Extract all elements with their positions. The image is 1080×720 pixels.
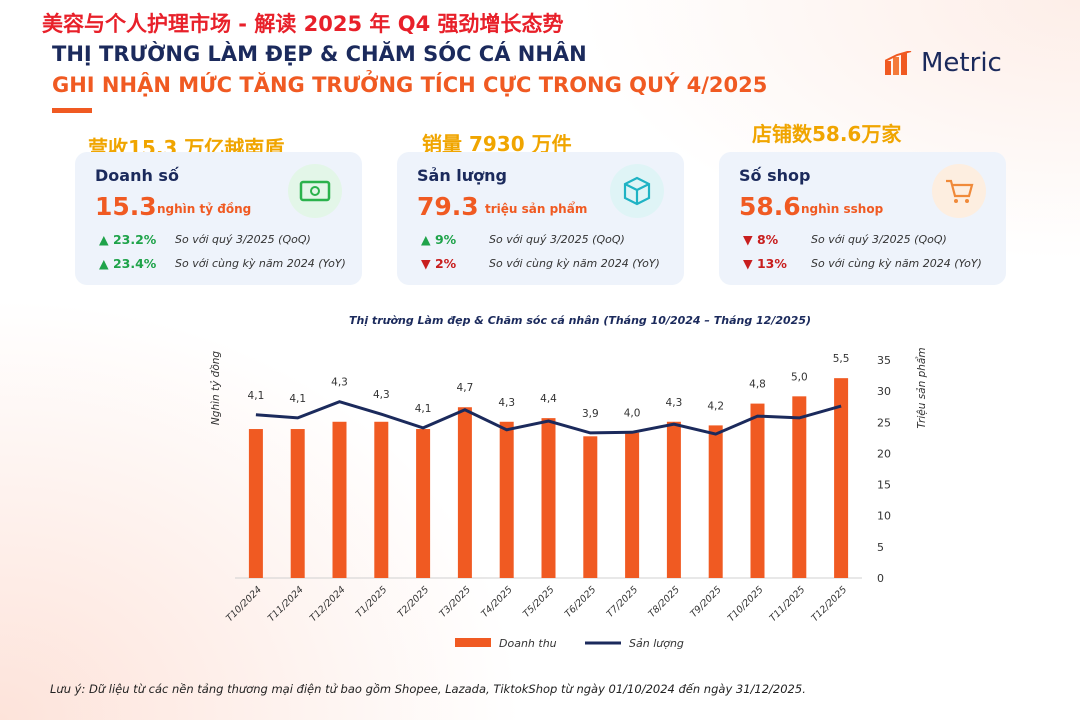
card-change: ▲ 9% (421, 232, 457, 247)
card-title: Số shop (739, 166, 811, 185)
y2-tick-label: 15 (877, 479, 891, 492)
bar (332, 421, 347, 578)
x-tick-label: T2/2025 (396, 584, 432, 620)
y2-axis-title: Triệu sản phẩm (915, 347, 928, 428)
card-change: ▲ 23.2% (99, 232, 157, 247)
kpi-card: Sản lượng 79.3 triệu sản phẩm ▲ 9% So vớ… (397, 152, 684, 285)
bar (541, 418, 556, 578)
card-change-text: So với cùng kỳ năm 2024 (YoY) (489, 257, 660, 270)
bar (416, 429, 431, 578)
data-label: 4,3 (666, 397, 683, 409)
data-label: 4,1 (248, 390, 265, 402)
card-unit: nghìn sshop (801, 202, 884, 216)
legend-swatch (455, 638, 491, 647)
x-tick-label: T8/2025 (647, 584, 683, 620)
bar (792, 396, 807, 578)
data-label: 4,3 (498, 397, 515, 409)
chinese-title: 美容与个人护理市场 - 解读 2025 年 Q4 强劲增长态势 (42, 12, 564, 36)
logo-text: Metric (921, 48, 1002, 78)
bar (457, 407, 472, 578)
y2-tick-label: 10 (877, 510, 891, 523)
y2-tick-label: 20 (877, 447, 891, 460)
card-value: 58.6 (739, 192, 801, 221)
y2-tick-label: 35 (877, 354, 891, 367)
card-change-text: So với cùng kỳ năm 2024 (YoY) (811, 257, 982, 270)
chart-title: Thị trường Làm đẹp & Chăm sóc cá nhân (T… (349, 314, 811, 327)
card-title: Doanh số (95, 166, 179, 185)
card-chinese-label: 店铺数58.6万家 (752, 122, 902, 146)
data-label: 4,0 (624, 407, 641, 419)
card-value: 79.3 (417, 192, 479, 221)
data-label: 4,3 (331, 377, 348, 389)
card-unit: nghìn tỷ đồng (157, 202, 252, 216)
logo-icon (885, 51, 912, 75)
data-label: 4,2 (707, 400, 724, 412)
legend-label: Sản lượng (629, 637, 684, 650)
bar (499, 421, 514, 578)
subtitle: GHI NHẬN MỨC TĂNG TRƯỞNG TÍCH CỰC TRONG … (52, 73, 768, 97)
x-tick-label: T1/2025 (354, 584, 390, 620)
chart: Thị trường Làm đẹp & Chăm sóc cá nhân (T… (210, 314, 928, 650)
x-tick-label: T12/2025 (809, 584, 849, 624)
data-label: 5,5 (833, 353, 850, 365)
x-tick-label: T11/2025 (768, 584, 808, 624)
y2-tick-label: 5 (877, 541, 884, 554)
x-tick-label: T12/2024 (308, 584, 348, 624)
x-tick-label: T5/2025 (521, 584, 557, 620)
card-change-text: So với cùng kỳ năm 2024 (YoY) (175, 257, 346, 270)
bar (583, 436, 598, 578)
data-label: 5,0 (791, 371, 808, 383)
card-unit: triệu sản phẩm (485, 202, 588, 216)
decoration (52, 108, 92, 113)
bar (374, 421, 389, 578)
data-label: 4,8 (749, 379, 766, 391)
bar (290, 429, 305, 578)
footnote: Lưu ý: Dữ liệu từ các nền tảng thương mạ… (50, 682, 806, 696)
card-change-text: So với quý 3/2025 (QoQ) (489, 233, 625, 246)
cart-icon (932, 164, 986, 218)
kpi-card: Số shop 58.6 nghìn sshop ▼ 8% So với quý… (719, 152, 1006, 285)
card-change: ▼ 2% (421, 256, 457, 271)
data-label: 4,7 (457, 382, 474, 394)
data-label: 4,4 (540, 393, 557, 405)
data-label: 4,3 (373, 389, 390, 401)
card-change: ▲ 23.4% (99, 256, 157, 271)
bar (750, 403, 765, 578)
x-tick-label: T3/2025 (438, 584, 474, 620)
card-change: ▼ 13% (743, 256, 787, 271)
card-change: ▼ 8% (743, 232, 779, 247)
data-label: 4,1 (415, 403, 432, 415)
y2-tick-label: 0 (877, 572, 884, 585)
card-title: Sản lượng (417, 166, 507, 185)
logo: Metric (885, 48, 1002, 78)
data-label: 4,1 (289, 393, 306, 405)
card-change-text: So với quý 3/2025 (QoQ) (811, 233, 947, 246)
x-tick-label: T6/2025 (563, 584, 599, 620)
legend-label: Doanh thu (499, 637, 557, 650)
x-tick-label: T10/2025 (726, 584, 766, 624)
data-label: 3,9 (582, 408, 599, 420)
bar (708, 425, 723, 578)
bar (248, 429, 263, 578)
card-change-text: So với quý 3/2025 (QoQ) (175, 233, 311, 246)
x-tick-label: T4/2025 (479, 584, 515, 620)
bar (666, 421, 681, 578)
bar (834, 378, 849, 578)
title: THỊ TRƯỜNG LÀM ĐẸP & CHĂM SÓC CÁ NHÂN (52, 42, 587, 66)
card-value: 15.3 (95, 192, 157, 221)
x-tick-label: T10/2024 (224, 584, 264, 624)
box-icon (610, 164, 664, 218)
x-tick-label: T11/2024 (266, 584, 306, 624)
kpi-card: Doanh số 15.3 nghìn tỷ đồng ▲ 23.2% So v… (75, 152, 362, 285)
y2-tick-label: 25 (877, 416, 891, 429)
bar (625, 432, 640, 578)
x-tick-label: T9/2025 (688, 584, 724, 620)
y-axis-title: Nghìn tỷ đồng (210, 351, 222, 425)
money-icon (288, 164, 342, 218)
line (255, 400, 842, 436)
y2-tick-label: 30 (877, 385, 891, 398)
x-tick-label: T7/2025 (605, 584, 641, 620)
